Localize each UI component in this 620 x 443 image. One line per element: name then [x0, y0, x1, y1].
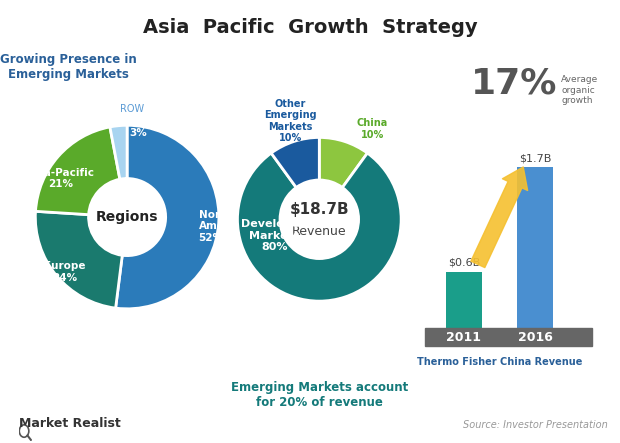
Text: 2011: 2011: [446, 330, 481, 343]
Text: Market Realist: Market Realist: [19, 417, 120, 430]
Text: Asia  Pacific  Growth  Strategy: Asia Pacific Growth Strategy: [143, 18, 477, 37]
Text: Asia-Pacific
21%: Asia-Pacific 21%: [27, 168, 95, 189]
Wedge shape: [115, 125, 219, 309]
Text: Average
organic
growth: Average organic growth: [561, 75, 598, 105]
Text: Other
Emerging
Markets
10%: Other Emerging Markets 10%: [264, 99, 317, 144]
Text: Source: Investor Presentation: Source: Investor Presentation: [463, 420, 608, 430]
Wedge shape: [237, 153, 401, 301]
Text: $1.7B: $1.7B: [519, 154, 551, 163]
Text: $18.7B: $18.7B: [290, 202, 349, 217]
Text: North
America
52%: North America 52%: [198, 210, 247, 243]
Wedge shape: [319, 137, 368, 187]
Text: 17%: 17%: [471, 66, 557, 101]
Text: ROW: ROW: [120, 104, 144, 114]
FancyArrowPatch shape: [471, 167, 528, 268]
Text: Revenue: Revenue: [292, 225, 347, 238]
Text: Regions: Regions: [96, 210, 158, 224]
Text: 2016: 2016: [518, 330, 552, 343]
Wedge shape: [35, 127, 120, 215]
Text: 3%: 3%: [129, 128, 147, 138]
Text: Developed
Markets
80%: Developed Markets 80%: [241, 219, 308, 252]
Text: Growing Presence in
Emerging Markets: Growing Presence in Emerging Markets: [0, 53, 136, 81]
Text: Thermo Fisher China Revenue: Thermo Fisher China Revenue: [417, 357, 582, 367]
Bar: [446, 272, 482, 328]
Text: $0.6B: $0.6B: [448, 258, 480, 268]
Wedge shape: [110, 125, 127, 179]
Wedge shape: [271, 137, 319, 187]
Text: Europe
24%: Europe 24%: [44, 261, 86, 283]
Wedge shape: [35, 211, 122, 308]
Text: Emerging Markets account
for 20% of revenue: Emerging Markets account for 20% of reve…: [231, 381, 408, 409]
Bar: [517, 167, 553, 328]
Bar: [425, 328, 592, 346]
Circle shape: [19, 425, 29, 437]
Text: China
10%: China 10%: [357, 118, 388, 140]
